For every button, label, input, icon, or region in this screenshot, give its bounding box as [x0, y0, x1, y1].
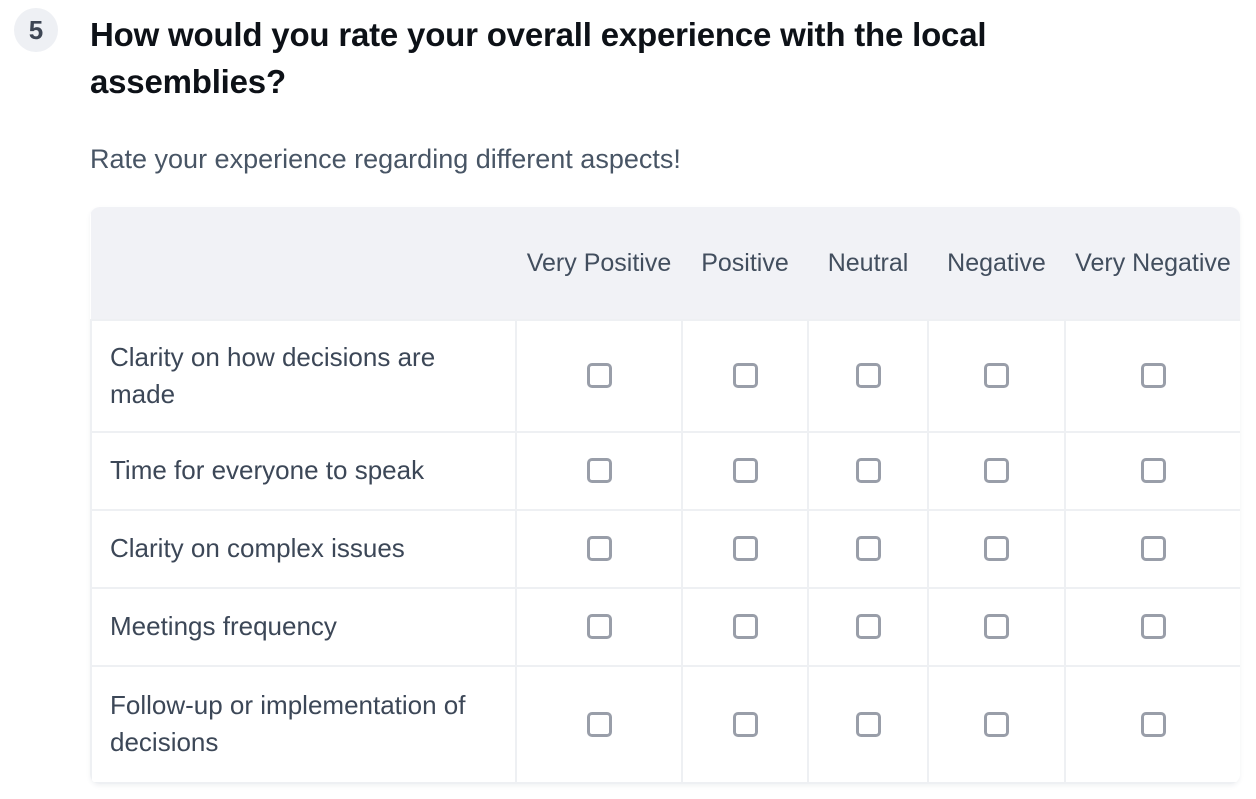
matrix-choice-cell[interactable]: [927, 430, 1066, 511]
question-number-badge: 5: [14, 8, 58, 52]
matrix-choice-cell[interactable]: [515, 430, 683, 511]
table-row: Time for everyone to speak: [90, 430, 1240, 511]
matrix-choice-cell[interactable]: [1064, 318, 1240, 433]
matrix-choice-cell[interactable]: [807, 430, 929, 511]
matrix-choice-cell[interactable]: [515, 508, 683, 589]
matrix-row-label: Clarity on how decisions are made: [90, 318, 517, 433]
table-row: Meetings frequency: [90, 586, 1240, 667]
checkbox[interactable]: [732, 614, 758, 640]
checkbox[interactable]: [586, 536, 612, 562]
checkbox[interactable]: [855, 614, 881, 640]
checkbox[interactable]: [732, 711, 758, 737]
checkbox[interactable]: [984, 458, 1009, 484]
matrix-choice-cell[interactable]: [807, 664, 929, 784]
matrix-choice-cell[interactable]: [927, 318, 1066, 433]
matrix-choice-cell[interactable]: [1064, 664, 1240, 784]
matrix-row-label: Time for everyone to speak: [90, 430, 517, 511]
matrix-column-header-label: Very Positive: [526, 248, 672, 277]
checkbox[interactable]: [1140, 536, 1166, 562]
table-row: Clarity on complex issues: [90, 508, 1240, 589]
checkbox[interactable]: [732, 458, 758, 484]
matrix-column-header: Neutral: [808, 206, 928, 320]
matrix-choice-cell[interactable]: [681, 664, 809, 784]
matrix-choice-cell[interactable]: [515, 586, 683, 667]
table-row: Follow-up or implementation of decisions: [90, 664, 1240, 784]
table-row: Clarity on how decisions are made: [90, 318, 1240, 433]
matrix-column-header-label: Negative: [947, 248, 1046, 277]
matrix-header-row: Very Positive Positive Neutral Negative Very…: [91, 206, 1240, 320]
matrix-choice-cell[interactable]: [515, 318, 683, 433]
matrix-choice-cell[interactable]: [681, 430, 809, 511]
checkbox[interactable]: [984, 614, 1009, 640]
matrix-choice-cell[interactable]: [681, 586, 809, 667]
checkbox[interactable]: [984, 711, 1009, 737]
matrix-choice-cell[interactable]: [681, 508, 809, 589]
matrix-choice-cell[interactable]: [807, 508, 929, 589]
matrix-choice-cell[interactable]: [1064, 430, 1240, 511]
checkbox[interactable]: [586, 711, 612, 737]
matrix-row-label: Follow-up or implementation of decisions: [90, 664, 517, 784]
matrix-column-header-label: Very Negative: [1075, 248, 1231, 277]
checkbox[interactable]: [1140, 363, 1166, 389]
matrix-choice-cell[interactable]: [681, 318, 809, 433]
question-title: How would you rate your overall experien…: [90, 16, 987, 100]
matrix-column-header-label: Neutral: [827, 248, 909, 277]
checkbox[interactable]: [1140, 614, 1166, 640]
rating-matrix: Very Positive Positive Neutral Negative Very…: [90, 206, 1240, 784]
matrix-choice-cell[interactable]: [807, 586, 929, 667]
matrix-column-header: Very Positive: [516, 206, 682, 320]
rating-matrix-table: Very Positive Positive Neutral Negative Very…: [90, 206, 1240, 784]
checkbox[interactable]: [855, 458, 881, 484]
checkbox[interactable]: [586, 614, 612, 640]
matrix-choice-cell[interactable]: [807, 318, 929, 433]
matrix-column-header: Positive: [682, 206, 808, 320]
checkbox[interactable]: [586, 363, 612, 389]
matrix-corner-cell: [91, 206, 516, 320]
checkbox[interactable]: [984, 536, 1009, 562]
matrix-choice-cell[interactable]: [515, 664, 683, 784]
checkbox[interactable]: [855, 363, 881, 389]
matrix-row-label: Clarity on complex issues: [90, 508, 517, 589]
question-subtitle: Rate your experience regarding different…: [90, 143, 681, 174]
matrix-choice-cell[interactable]: [927, 664, 1066, 784]
matrix-column-header: Negative: [928, 206, 1065, 320]
checkbox[interactable]: [732, 536, 758, 562]
checkbox[interactable]: [586, 458, 612, 484]
checkbox[interactable]: [1140, 711, 1166, 737]
matrix-choice-cell[interactable]: [1064, 508, 1240, 589]
checkbox[interactable]: [855, 711, 881, 737]
matrix-column-header-label: Positive: [701, 248, 789, 277]
matrix-choice-cell[interactable]: [927, 508, 1066, 589]
matrix-choice-cell[interactable]: [1064, 586, 1240, 667]
checkbox[interactable]: [984, 363, 1009, 389]
question-number: 5: [28, 14, 44, 45]
checkbox[interactable]: [855, 536, 881, 562]
matrix-row-label: Meetings frequency: [90, 586, 517, 667]
matrix-column-header: Very Negative: [1065, 206, 1240, 320]
matrix-choice-cell[interactable]: [927, 586, 1066, 667]
checkbox[interactable]: [732, 363, 758, 389]
checkbox[interactable]: [1140, 458, 1166, 484]
